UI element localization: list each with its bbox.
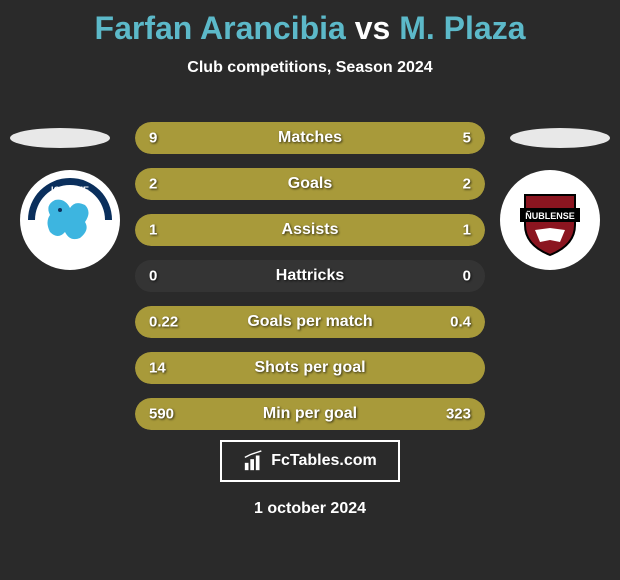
- stat-label: Min per goal: [263, 405, 357, 423]
- stat-value-left: 9: [149, 130, 157, 147]
- stat-value-left: 1: [149, 222, 157, 239]
- stat-value-left: 0: [149, 268, 157, 285]
- stat-label: Matches: [278, 129, 342, 147]
- team-badge-left: IQUIQUE: [20, 170, 120, 270]
- stat-row: 14 Shots per goal: [135, 352, 485, 384]
- date-text: 1 october 2024: [254, 500, 366, 518]
- stat-label: Assists: [282, 221, 339, 239]
- stat-value-right: 1: [463, 222, 471, 239]
- stat-bar-left: [135, 168, 310, 200]
- country-flag-left: [10, 128, 110, 148]
- nublense-badge-icon: ÑUBLENSE: [500, 170, 600, 270]
- stat-label: Goals: [288, 175, 332, 193]
- stat-label: Hattricks: [276, 267, 344, 285]
- stat-value-right: 5: [463, 130, 471, 147]
- brand-box[interactable]: FcTables.com: [220, 440, 400, 482]
- stat-value-right: 2: [463, 176, 471, 193]
- stat-label: Shots per goal: [254, 359, 365, 377]
- vs-text: vs: [355, 10, 391, 46]
- svg-text:IQUIQUE: IQUIQUE: [51, 185, 89, 195]
- player2-name: M. Plaza: [399, 10, 525, 46]
- stats-container: 9 Matches 5 2 Goals 2 1 Assists 1 0 Hattricks 0 0.22…: [135, 122, 485, 444]
- stat-value-left: 590: [149, 406, 174, 423]
- stat-value-right: 0.4: [450, 314, 471, 331]
- page-title: Farfan Arancibia vs M. Plaza: [0, 0, 620, 47]
- stat-row: 0.22 Goals per match 0.4: [135, 306, 485, 338]
- stat-row: 9 Matches 5: [135, 122, 485, 154]
- stat-value-left: 14: [149, 360, 166, 377]
- stat-row: 1 Assists 1: [135, 214, 485, 246]
- stat-bar-right: [310, 168, 485, 200]
- player1-name: Farfan Arancibia: [95, 10, 346, 46]
- stat-value-left: 2: [149, 176, 157, 193]
- stat-value-left: 0.22: [149, 314, 178, 331]
- brand-text: FcTables.com: [271, 452, 377, 470]
- country-flag-right: [510, 128, 610, 148]
- subtitle: Club competitions, Season 2024: [0, 59, 620, 77]
- stat-row: 2 Goals 2: [135, 168, 485, 200]
- stat-value-right: 0: [463, 268, 471, 285]
- svg-text:ÑUBLENSE: ÑUBLENSE: [525, 211, 575, 221]
- stat-row: 0 Hattricks 0: [135, 260, 485, 292]
- stat-row: 590 Min per goal 323: [135, 398, 485, 430]
- team-badge-right: ÑUBLENSE: [500, 170, 600, 270]
- iquique-badge-icon: IQUIQUE: [20, 170, 120, 270]
- stat-value-right: 323: [446, 406, 471, 423]
- stat-label: Goals per match: [247, 313, 372, 331]
- chart-icon: [243, 450, 265, 472]
